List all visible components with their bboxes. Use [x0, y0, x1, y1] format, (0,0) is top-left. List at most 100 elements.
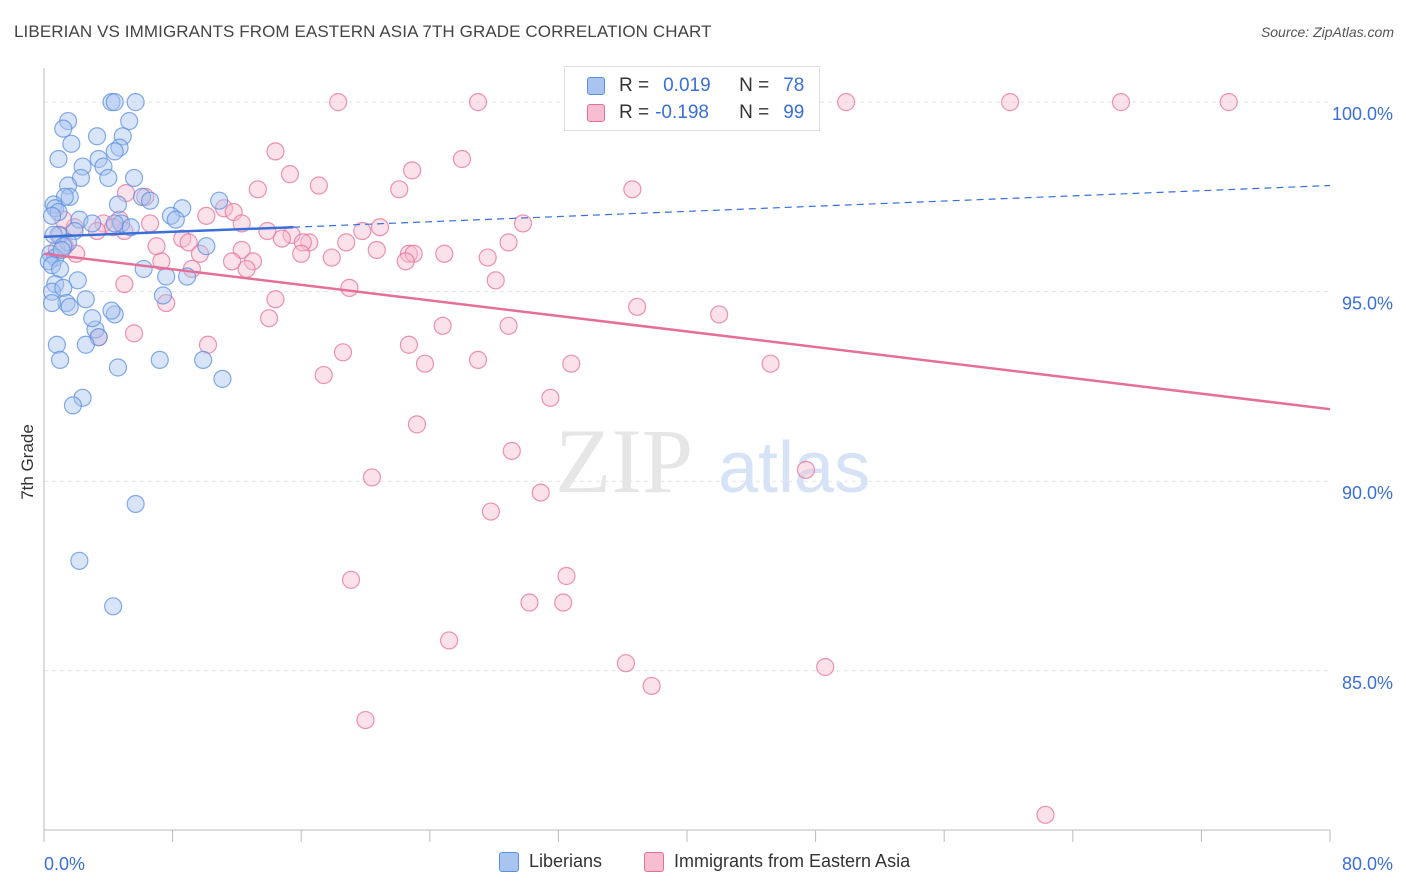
data-point: [150, 350, 169, 370]
data-point: [76, 290, 95, 309]
data-point: [120, 111, 139, 131]
data-point: [197, 206, 216, 225]
data-point: [197, 237, 216, 256]
data-point: [147, 237, 166, 256]
data-point: [54, 119, 73, 138]
data-point: [628, 297, 647, 316]
watermark-atlas: atlas: [718, 428, 870, 508]
data-point: [266, 290, 285, 309]
r-label: R =: [619, 75, 650, 96]
series-eastern-asia: [47, 93, 1238, 824]
data-point: [50, 259, 70, 279]
legend-swatch-eastern-asia: [587, 104, 605, 122]
data-point: [102, 301, 121, 320]
data-point: [108, 358, 128, 377]
data-point: [520, 593, 539, 612]
trend-line-eastern-asia: [43, 252, 1331, 411]
data-point: [50, 350, 70, 370]
source-label: Source: ZipAtlas.com: [1260, 24, 1394, 40]
data-point: [541, 388, 560, 407]
tick-labels: 100.0% 95.0% 90.0% 85.0% 0.0% 80.0%: [44, 104, 1393, 874]
data-point: [54, 278, 73, 297]
data-point: [362, 468, 382, 487]
data-point: [49, 149, 68, 169]
data-point: [140, 191, 160, 210]
y-tick-label: 95.0%: [1342, 294, 1393, 314]
data-point: [99, 168, 118, 188]
data-point: [531, 483, 550, 502]
data-point: [124, 168, 144, 188]
r-value: 0.019: [663, 75, 711, 96]
data-point: [554, 593, 573, 612]
data-point: [179, 233, 198, 252]
data-point: [616, 654, 636, 673]
data-point: [60, 297, 79, 316]
data-point: [194, 350, 213, 370]
data-point: [562, 354, 581, 373]
data-point: [486, 271, 505, 290]
x-tick-label: 80.0%: [1342, 854, 1393, 874]
data-point: [367, 240, 386, 260]
correlation-legend: R = 0.019 N = 78 R = -0.198 N = 99: [564, 66, 820, 131]
data-point: [63, 396, 83, 415]
r-value: -0.198: [655, 102, 709, 123]
data-point: [42, 206, 62, 225]
trend-line-liberians-extension: [293, 184, 1331, 228]
data-point: [73, 388, 92, 407]
data-point: [104, 597, 123, 616]
data-point: [292, 244, 311, 263]
legend-row-liberians: R = 0.019 N = 78: [587, 74, 804, 98]
legend-item-eastern-asia[interactable]: Immigrants from Eastern Asia: [644, 851, 910, 872]
data-point: [105, 214, 124, 233]
data-point: [710, 305, 729, 324]
data-point: [87, 127, 107, 146]
data-point: [433, 316, 452, 335]
data-point: [415, 354, 435, 373]
data-point: [796, 460, 816, 479]
data-point: [309, 176, 328, 195]
n-label: N =: [739, 75, 770, 96]
data-point: [105, 93, 124, 112]
data-point: [1219, 93, 1238, 112]
trend-layer: [43, 184, 1331, 411]
data-point: [280, 165, 300, 184]
data-point: [407, 415, 427, 434]
data-point: [468, 350, 488, 370]
data-point: [314, 365, 333, 385]
data-point: [73, 157, 92, 176]
axes-layer: [43, 68, 1331, 842]
legend-label-eastern-asia: Immigrants from Eastern Asia: [674, 851, 911, 871]
data-point: [468, 93, 488, 112]
data-point: [340, 278, 359, 297]
legend-item-liberians[interactable]: Liberians: [499, 851, 602, 872]
data-point: [243, 252, 263, 271]
data-point: [232, 214, 251, 233]
data-point: [126, 494, 145, 514]
data-point: [1036, 805, 1055, 824]
data-point: [59, 176, 78, 195]
data-point: [213, 369, 232, 388]
data-point: [341, 570, 361, 589]
data-point: [105, 142, 124, 161]
data-point: [557, 566, 576, 586]
data-point: [266, 142, 285, 161]
y-tick-label: 90.0%: [1342, 483, 1393, 503]
data-point: [258, 221, 277, 241]
data-point: [513, 214, 533, 233]
data-point: [761, 354, 780, 373]
data-point: [76, 335, 95, 354]
points-layer: [39, 93, 1238, 824]
n-value: 99: [783, 102, 805, 123]
data-point: [399, 335, 419, 354]
data-point: [112, 214, 131, 233]
data-point: [435, 244, 454, 263]
data-point: [113, 127, 132, 146]
data-point: [370, 218, 390, 237]
data-point: [248, 180, 267, 199]
data-point: [1111, 93, 1131, 112]
data-point: [83, 309, 102, 328]
watermark-zip: ZIP: [555, 410, 693, 512]
trend-line-liberians: [43, 225, 294, 238]
data-point: [481, 502, 500, 521]
legend-swatch-liberians: [587, 77, 605, 95]
